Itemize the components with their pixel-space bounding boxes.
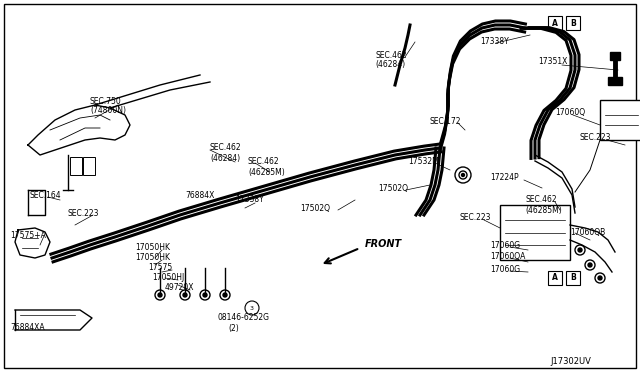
Text: (46285M): (46285M) xyxy=(525,205,562,215)
Circle shape xyxy=(461,173,465,176)
Text: SEC.462: SEC.462 xyxy=(210,144,242,153)
Text: 17060QA: 17060QA xyxy=(490,253,525,262)
Circle shape xyxy=(158,293,162,297)
Text: SEC.462: SEC.462 xyxy=(525,196,557,205)
Text: 17060Q: 17060Q xyxy=(555,108,585,116)
Text: SEC.172: SEC.172 xyxy=(430,118,461,126)
Text: 17224P: 17224P xyxy=(490,173,518,183)
Text: (46284): (46284) xyxy=(210,154,240,163)
Bar xyxy=(600,100,640,140)
Text: 17050HJ: 17050HJ xyxy=(152,273,184,282)
Text: SEC.223: SEC.223 xyxy=(460,214,492,222)
Circle shape xyxy=(598,276,602,280)
Text: 17502Q: 17502Q xyxy=(378,183,408,192)
Text: SEC.164: SEC.164 xyxy=(30,192,61,201)
Text: (74800N): (74800N) xyxy=(90,106,126,115)
Bar xyxy=(500,205,570,260)
Text: A: A xyxy=(552,19,558,28)
Text: SEC.223: SEC.223 xyxy=(580,134,611,142)
Text: 17050HK: 17050HK xyxy=(135,253,170,263)
Text: 17338Y: 17338Y xyxy=(235,196,264,205)
Bar xyxy=(70,157,82,175)
Text: 76884XA: 76884XA xyxy=(10,324,45,333)
Bar xyxy=(608,77,622,85)
Text: 17050HK: 17050HK xyxy=(135,244,170,253)
Circle shape xyxy=(203,293,207,297)
Text: 08146-6252G: 08146-6252G xyxy=(218,314,270,323)
Bar xyxy=(566,271,580,285)
Bar xyxy=(610,52,620,60)
Circle shape xyxy=(183,293,187,297)
Text: (46284): (46284) xyxy=(375,61,405,70)
Text: B: B xyxy=(570,273,576,282)
Text: SEC.462: SEC.462 xyxy=(375,51,406,60)
Text: SEC.462: SEC.462 xyxy=(248,157,280,167)
Text: 17575: 17575 xyxy=(148,263,172,273)
Bar xyxy=(548,271,562,285)
Text: (2): (2) xyxy=(228,324,239,333)
Circle shape xyxy=(588,263,592,267)
Text: SEC.223: SEC.223 xyxy=(68,208,99,218)
Text: FRONT: FRONT xyxy=(365,239,402,249)
Text: 49720X: 49720X xyxy=(165,283,195,292)
Text: SEC.750: SEC.750 xyxy=(90,97,122,106)
Bar xyxy=(566,16,580,30)
Text: 17351X: 17351X xyxy=(538,58,568,67)
Text: 17338Y: 17338Y xyxy=(480,38,509,46)
Text: B: B xyxy=(570,19,576,28)
Text: J17302UV: J17302UV xyxy=(550,357,591,366)
Text: 17060G: 17060G xyxy=(490,241,520,250)
Text: 3: 3 xyxy=(250,305,254,311)
Text: (46285M): (46285M) xyxy=(248,167,285,176)
Circle shape xyxy=(578,248,582,252)
Text: 17502Q: 17502Q xyxy=(300,203,330,212)
Bar xyxy=(83,157,95,175)
Text: 76884X: 76884X xyxy=(185,190,214,199)
Text: 17532M: 17532M xyxy=(408,157,439,167)
Text: A: A xyxy=(552,273,558,282)
Text: 17060G: 17060G xyxy=(490,266,520,275)
Bar xyxy=(548,16,562,30)
Circle shape xyxy=(223,293,227,297)
Text: 17060QB: 17060QB xyxy=(570,228,605,237)
Text: 17575+A: 17575+A xyxy=(10,231,46,240)
